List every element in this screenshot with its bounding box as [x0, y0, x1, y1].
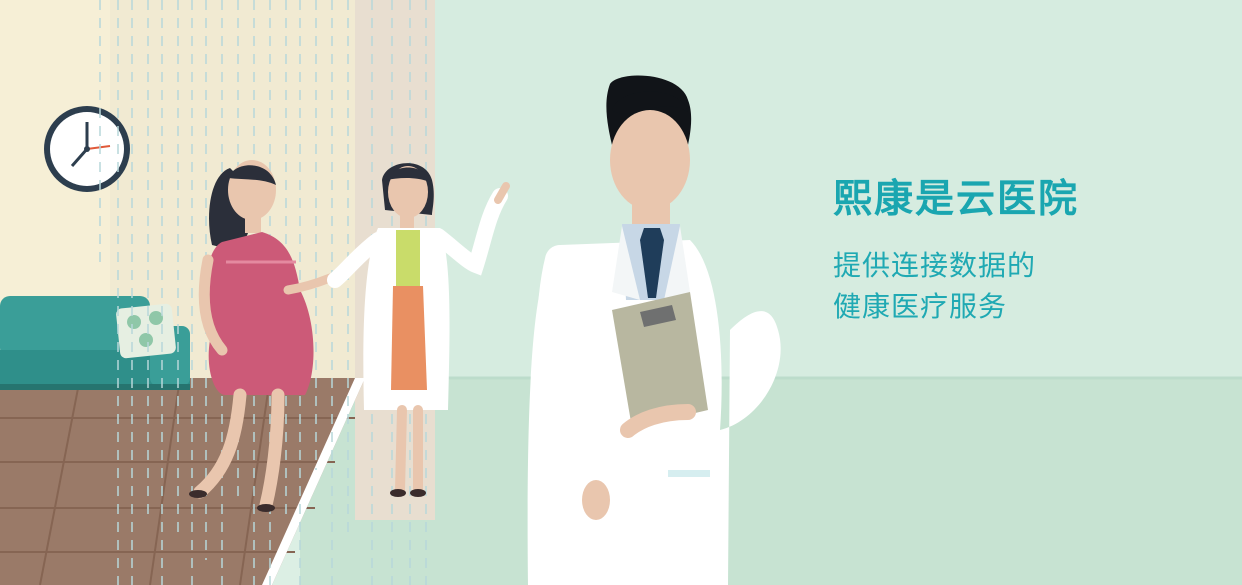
banner-subtitle-line1: 提供连接数据的 [833, 249, 1037, 282]
sofa [0, 296, 190, 390]
wall-clock-icon [44, 106, 130, 192]
clipboard [612, 292, 708, 428]
banner-title: 熙康是云医院 [833, 177, 1080, 222]
banner-subtitle-line2: 健康医疗服务 [833, 290, 1008, 323]
female-doctor [327, 163, 510, 497]
pregnant-patient [189, 160, 335, 512]
male-doctor [527, 75, 781, 585]
